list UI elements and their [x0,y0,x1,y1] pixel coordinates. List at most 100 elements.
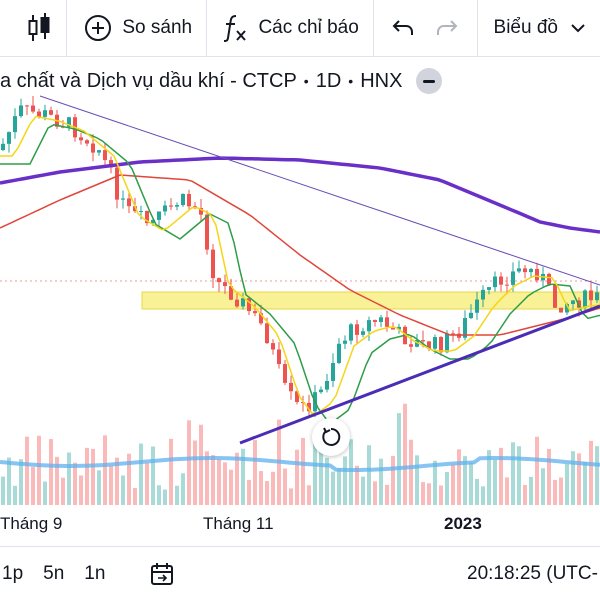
volume-bar [361,477,365,505]
volume-bar [439,486,443,505]
volume-bar [367,445,371,505]
price-chart[interactable] [0,56,600,534]
candle-body [91,144,95,153]
indicators-button[interactable]: Các chỉ báo [206,0,372,56]
candle-body [493,277,497,288]
range-button-5n[interactable]: 5n [43,563,64,585]
volume-bar [145,463,149,505]
candle-body [433,337,437,349]
legend-separator: • [304,73,309,89]
volume-bar [157,485,161,505]
candle-body [277,350,281,365]
volume-bar [511,442,515,505]
candle-body [79,137,83,140]
volume-bar [175,486,179,505]
volume-bar [25,437,29,505]
volume-bar [79,475,83,505]
legend-collapse-button[interactable] [416,68,442,94]
candle-body [361,331,365,335]
volume-bar [421,482,425,505]
candle-body [157,211,161,219]
compare-button[interactable]: So sánh [66,0,206,56]
candle-body [25,105,29,106]
volume-bar [301,438,305,505]
volume-bar [565,464,569,505]
candle-body [85,140,89,143]
chart-type-label: Biểu đồ [494,17,558,39]
candle-body [373,320,377,322]
candle-body [331,363,335,381]
candle-body [211,250,215,279]
candle-body [595,292,599,300]
volume-bar [331,472,335,505]
undo-button[interactable] [373,0,425,56]
volume-bar [307,485,311,505]
interval-label[interactable]: 1D [316,70,342,93]
volume-bar [517,446,521,505]
candle-body [163,205,167,211]
volume-bar [547,449,551,505]
candle-body [223,282,227,286]
candle-body [517,268,521,271]
volume-bar [535,437,539,505]
candle-body [523,268,527,272]
time-axis[interactable]: Tháng 9 Tháng 11 2023 [0,508,600,538]
volume-bar [103,435,107,505]
volume-bar [481,486,485,505]
candle-body [571,300,575,304]
chart-legend: a chất và Dịch vụ dầu khí - CTCP • 1D • … [0,66,442,96]
volume-bar [493,460,497,505]
calendar-range-icon[interactable] [149,561,175,587]
candle-body [481,290,485,300]
volume-bar [253,440,257,505]
candle-body [589,290,593,300]
volume-bar [259,471,263,505]
candle-body [235,300,239,307]
clock-timezone[interactable]: 20:18:25 (UTC- [467,563,598,585]
volume-bar [67,453,71,505]
plus-circle-icon [84,14,112,42]
undo-icon [391,18,415,38]
symbol-name[interactable]: a chất và Dịch vụ dầu khí - CTCP [0,70,297,93]
volume-bar [409,440,413,505]
candle-body [475,300,479,313]
chart-style-button[interactable] [0,0,66,56]
volume-bar [211,455,215,505]
candle-body [439,337,443,352]
volume-bar [475,479,479,505]
range-button-1p[interactable]: 1p [2,563,23,585]
candle-body [121,198,125,199]
volume-bar [451,465,455,505]
reset-chart-button[interactable] [312,418,350,456]
candle-body [535,269,539,280]
candle-body [253,311,257,313]
moving-average-long [0,158,600,232]
redo-button[interactable] [425,0,477,56]
candle-body [127,198,131,206]
redo-icon [435,18,459,38]
candle-body [547,274,551,285]
volume-bar [139,444,143,505]
volume-bar [445,472,449,505]
volume-bar [469,463,473,505]
chart-type-menu-button[interactable]: Biểu đồ [478,0,600,56]
volume-bar [37,436,41,505]
time-axis-tick: Tháng 11 [203,514,274,534]
candle-body [103,150,107,160]
volume-bar [229,470,233,505]
volume-bar [589,441,593,505]
candle-body [421,340,425,341]
volume-bar [343,456,347,505]
range-button-1n[interactable]: 1n [84,563,105,585]
chart-canvas[interactable] [0,56,600,534]
candle-body [553,284,557,307]
reset-chart-icon [320,426,342,448]
candle-body [43,110,47,117]
fx-icon [222,13,248,43]
candle-body [271,343,275,349]
volume-bar [385,485,389,505]
volume-bar [43,482,47,505]
legend-separator: • [348,73,353,89]
volume-bar [91,449,95,505]
candle-body [505,285,509,286]
